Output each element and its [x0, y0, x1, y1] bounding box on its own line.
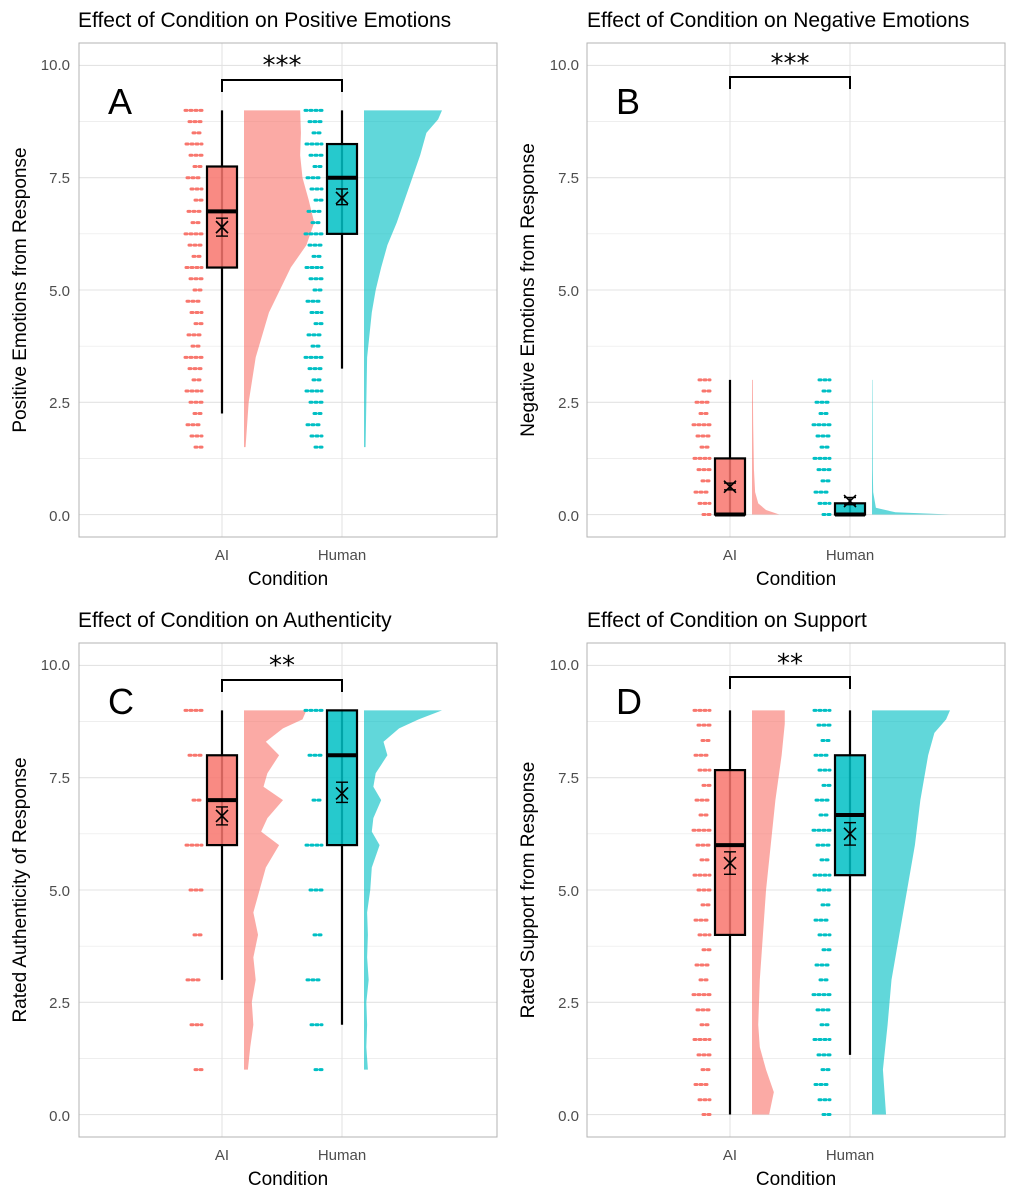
- panel-d-y-tick-1: 2.5: [558, 995, 579, 1012]
- panel-d-ai-density: [752, 710, 785, 1115]
- panel-a-title: Effect of Condition on Positive Emotions: [78, 9, 451, 32]
- panel-a-significance-bracket: [221, 79, 343, 92]
- panel-a-y-tick-2: 5.0: [49, 283, 70, 300]
- panel-c-y-tick-2: 5.0: [49, 883, 70, 900]
- panel-c-x-axis-label: Condition: [248, 1169, 328, 1190]
- panel-a-plot: [78, 42, 498, 538]
- panel-d-significance: **: [777, 649, 803, 679]
- panel-c-human-box: [325, 709, 359, 847]
- panel-a-human-density: [364, 110, 442, 448]
- panel-d-title: Effect of Condition on Support: [587, 609, 867, 632]
- panel-c: Effect of Condition on Authenticity Cond…: [10, 609, 498, 1190]
- panel-c-human-mean: [335, 786, 349, 801]
- panel-b-x-tick-ai: AI: [723, 547, 737, 564]
- panel-a-y-tick-3: 7.5: [49, 170, 70, 187]
- panel-c-x-tick-human: Human: [318, 1147, 366, 1164]
- panel-a-significance: ***: [263, 51, 302, 81]
- panel-b-title: Effect of Condition on Negative Emotions: [587, 9, 970, 32]
- panel-d-significance-bracket: [729, 676, 851, 689]
- panel-a-y-axis-label: Positive Emotions from Response: [10, 147, 31, 432]
- panel-b-y-tick-2: 5.0: [558, 283, 579, 300]
- panel-d-frame: [586, 642, 1006, 1138]
- panel-c-ai-density: [244, 710, 307, 1070]
- panel-c-significance-bracket: [221, 679, 343, 692]
- panel-c-y-tick-4: 10.0: [41, 657, 70, 674]
- panel-d-ai-mean: [723, 856, 737, 870]
- panel-b-frame: [586, 42, 1006, 538]
- panel-d-y-tick-3: 7.5: [558, 770, 579, 787]
- panel-c-human-density: [364, 710, 442, 1070]
- panel-a-ai-box: [205, 165, 239, 269]
- panel-a-y-tick-0: 0.0: [49, 508, 70, 525]
- panel-b-x-axis-label: Condition: [756, 569, 836, 590]
- panel-b-plot: [586, 42, 1006, 538]
- panel-c-y-tick-3: 7.5: [49, 770, 70, 787]
- panel-a-y-tick-4: 10.0: [41, 57, 70, 74]
- panel-d: Effect of Condition on Support Condition…: [518, 609, 1006, 1190]
- panel-d-x-tick-human: Human: [826, 1147, 874, 1164]
- panel-b-y-tick-0: 0.0: [558, 508, 579, 525]
- panel-d-x-tick-ai: AI: [723, 1147, 737, 1164]
- panel-b: Effect of Condition on Negative Emotions…: [518, 9, 1006, 590]
- panel-a-ai-density: [244, 110, 315, 448]
- panel-c-plot: [78, 642, 498, 1138]
- panel-b-significance: ***: [771, 49, 810, 79]
- panel-b-ai-mean: [723, 480, 737, 494]
- panel-a-human-mean: [335, 191, 349, 205]
- panel-c-title: Effect of Condition on Authenticity: [78, 609, 392, 632]
- panel-d-plot: [586, 642, 1006, 1138]
- panel-b-y-axis-label: Negative Emotions from Response: [518, 143, 539, 437]
- panel-a: Effect of Condition on Positive Emotions…: [10, 9, 498, 590]
- panel-b-significance-bracket: [729, 76, 851, 89]
- panel-a-frame: [78, 42, 498, 538]
- panel-c-ai-mean: [215, 809, 229, 823]
- panel-d-y-tick-4: 10.0: [550, 657, 579, 674]
- panel-d-y-axis-label: Rated Support from Response: [518, 762, 539, 1019]
- panel-d-letter: D: [616, 681, 642, 722]
- panel-b-y-tick-3: 7.5: [558, 170, 579, 187]
- panel-b-human-mean: [843, 494, 857, 508]
- panel-c-y-tick-0: 0.0: [49, 1108, 70, 1125]
- panel-a-ai-mean: [215, 220, 229, 234]
- panel-b-y-tick-1: 2.5: [558, 395, 579, 412]
- panel-c-y-axis-label: Rated Authenticity of Response: [10, 757, 31, 1022]
- panel-b-x-tick-human: Human: [826, 547, 874, 564]
- panel-c-x-tick-ai: AI: [215, 1147, 229, 1164]
- panel-a-y-tick-1: 2.5: [49, 395, 70, 412]
- panel-b-y-tick-4: 10.0: [550, 57, 579, 74]
- panel-a-letter: A: [108, 81, 132, 122]
- panel-c-letter: C: [108, 681, 134, 722]
- panel-a-x-axis-label: Condition: [248, 569, 328, 590]
- panel-a-x-tick-human: Human: [318, 547, 366, 564]
- panel-b-ai-density: [752, 379, 780, 515]
- panel-b-letter: B: [616, 81, 640, 122]
- panel-c-frame: [78, 642, 498, 1138]
- panel-d-human-density: [872, 710, 950, 1115]
- panel-d-y-tick-2: 5.0: [558, 883, 579, 900]
- panel-c-y-tick-1: 2.5: [49, 995, 70, 1012]
- panel-a-x-tick-ai: AI: [215, 547, 229, 564]
- panel-d-human-mean: [843, 827, 857, 841]
- panel-c-significance: **: [269, 651, 295, 681]
- panel-d-y-tick-0: 0.0: [558, 1108, 579, 1125]
- panel-d-x-axis-label: Condition: [756, 1169, 836, 1190]
